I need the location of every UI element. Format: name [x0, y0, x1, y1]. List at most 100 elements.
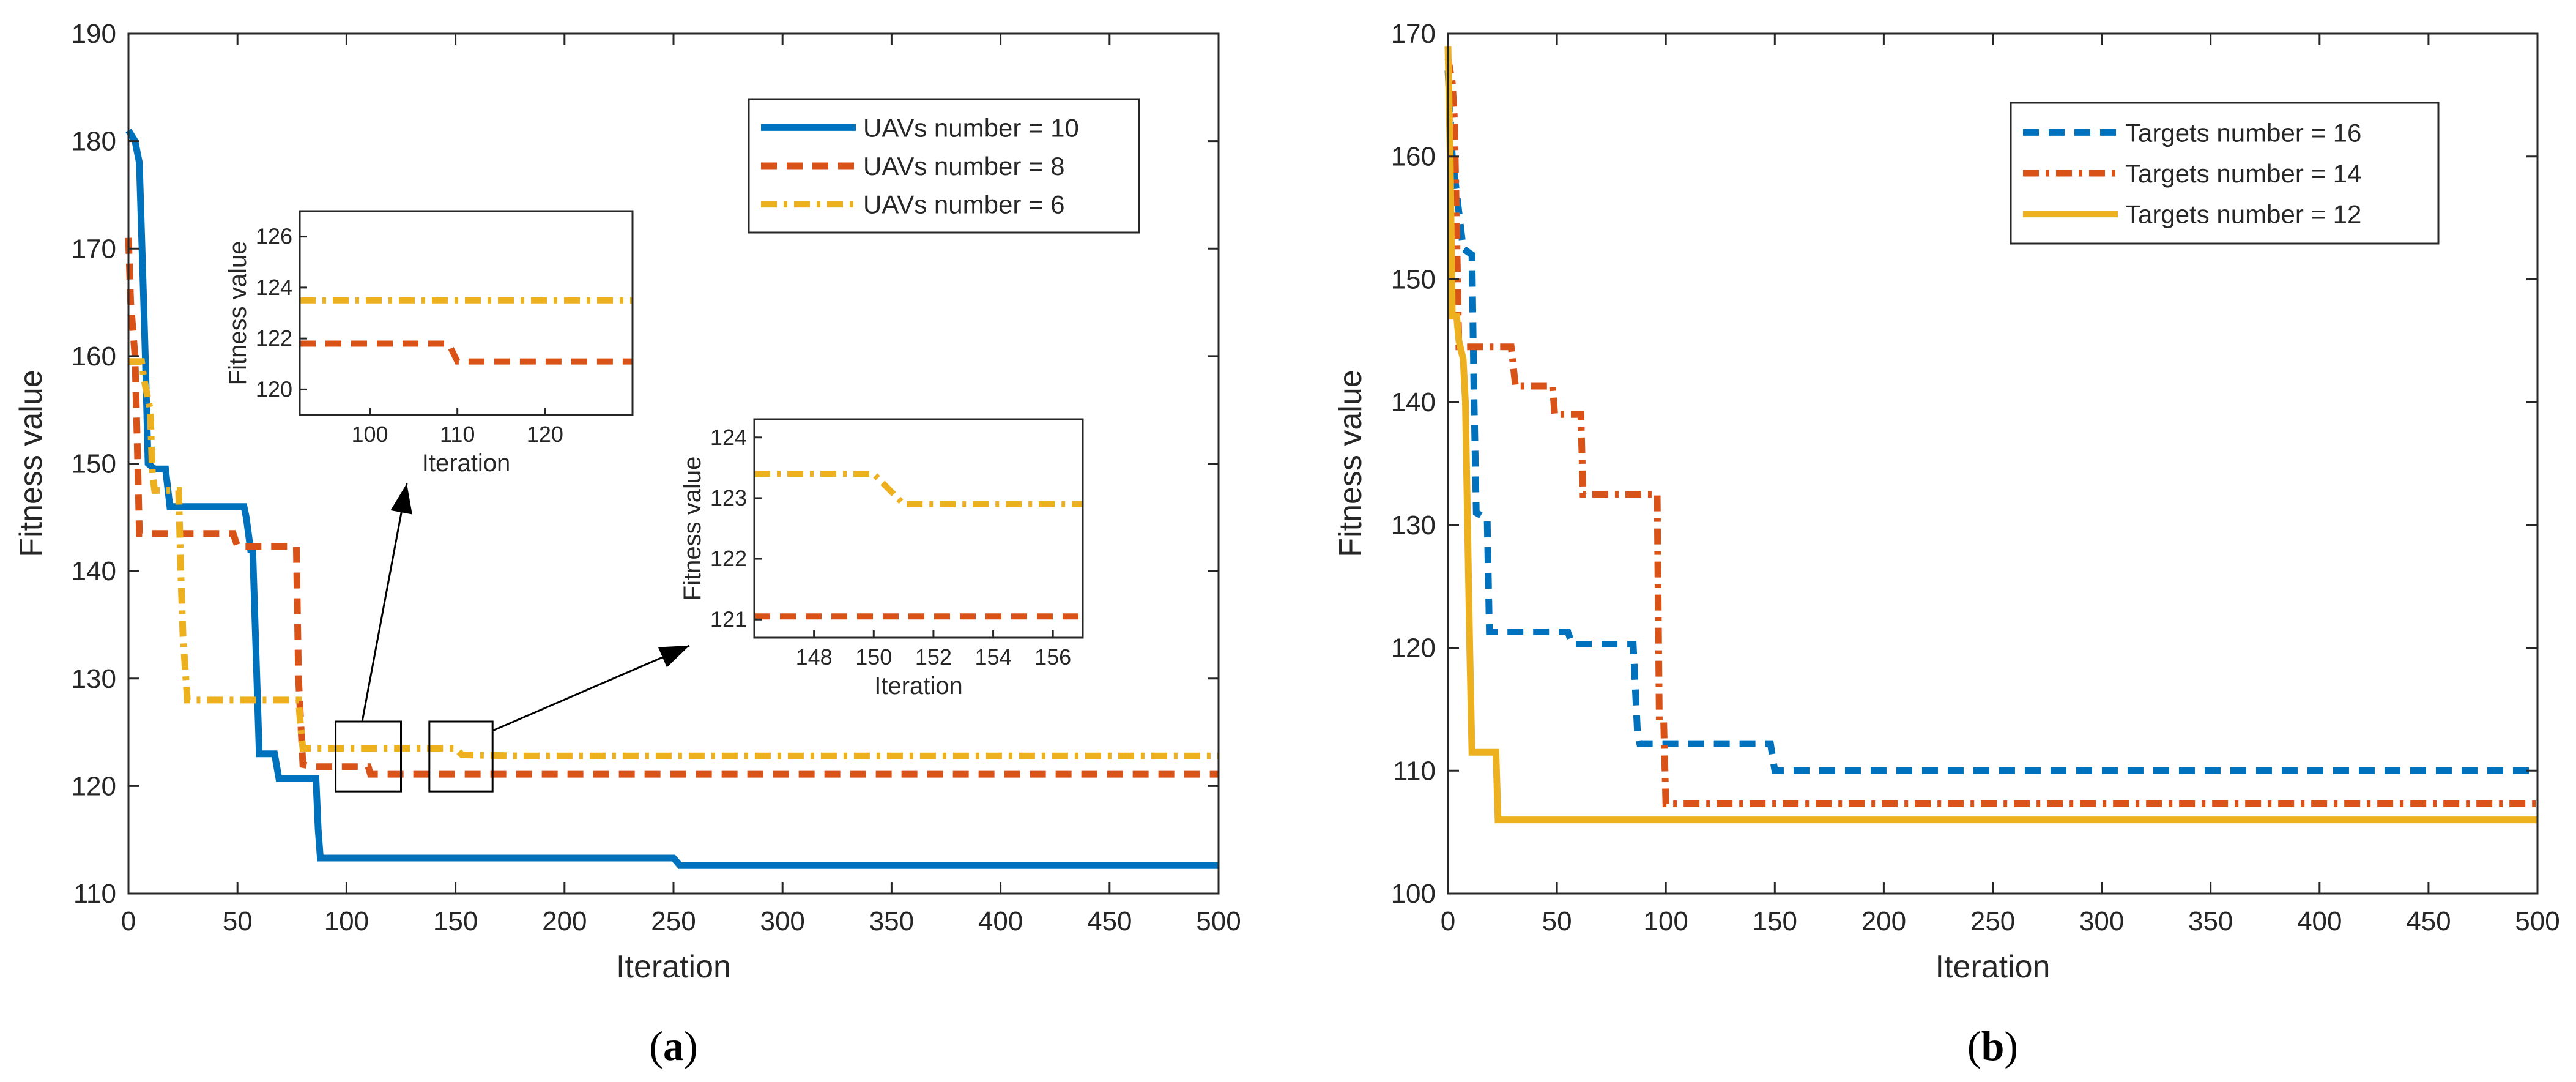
- legend-label-2: Targets number = 14: [2125, 159, 2361, 188]
- y-axis-label: Fitness value: [1333, 370, 1368, 557]
- inset-background: [300, 211, 633, 415]
- y-axis-label: Fitness value: [13, 370, 49, 557]
- y-tick-label: 120: [72, 771, 116, 801]
- inset-x-tick-label: 154: [975, 644, 1012, 670]
- y-tick-label: 120: [1391, 633, 1436, 663]
- inset-y-tick-label: 120: [256, 376, 292, 401]
- inset-2: 148 150 152 154 156 121 122 123 124 Iteration Fitn…: [679, 418, 1084, 700]
- x-tick-label: 100: [324, 906, 369, 936]
- y-tick-label: 150: [1391, 264, 1436, 294]
- y-tick-label: 140: [72, 556, 116, 586]
- x-tick-label: 450: [2406, 906, 2451, 936]
- series-line-2: [125, 237, 1219, 778]
- y-tick-label: 110: [73, 879, 116, 909]
- caption-open: (: [649, 1023, 663, 1069]
- inset-x-tick-label: 100: [351, 422, 388, 447]
- x-tick-label: 50: [1542, 906, 1572, 936]
- x-tick-label: 500: [2515, 906, 2559, 936]
- caption-close: ): [684, 1023, 698, 1069]
- caption-open: (: [1967, 1023, 1981, 1069]
- x-tick-label: 0: [1441, 906, 1455, 936]
- x-tick-label: 250: [651, 906, 696, 936]
- inset-series-line-1: [754, 471, 1083, 507]
- inset-axes-box: [299, 210, 634, 416]
- zoom-box-2: [428, 720, 494, 793]
- caption-letter: b: [1981, 1023, 2005, 1069]
- inset-series-line-2: [300, 340, 633, 365]
- inset-1: 100 110 120 120 122 124 126 Iteration Fitness va…: [225, 210, 634, 477]
- x-tick-label: 450: [1087, 906, 1132, 936]
- x-tick-label: 50: [223, 906, 253, 936]
- legend-label-2: UAVs number = 8: [863, 152, 1065, 181]
- legend-label-3: UAVs number = 6: [863, 190, 1065, 219]
- inset-axes-box: [753, 418, 1084, 639]
- inset-x-tick-label: 148: [796, 644, 833, 670]
- panel-caption: (a): [649, 1023, 697, 1069]
- inset-y-tick-label: 122: [710, 546, 747, 571]
- inset-x-tick-label: 152: [915, 644, 952, 670]
- zoom-arrow-1: [361, 483, 408, 722]
- series-line-1: [1444, 70, 2537, 774]
- x-tick-label: 350: [2188, 906, 2233, 936]
- caption-letter: a: [663, 1023, 684, 1069]
- caption-close: ): [2004, 1023, 2018, 1069]
- x-tick-label: 300: [2079, 906, 2124, 936]
- y-tick-label: 170: [1391, 19, 1436, 49]
- y-tick-label: 160: [72, 341, 116, 371]
- x-tick-label: 250: [1970, 906, 2015, 936]
- inset-x-axis-label: Iteration: [422, 450, 511, 477]
- x-tick-label: 100: [1643, 906, 1688, 936]
- y-tick-label: 160: [1391, 142, 1436, 172]
- x-tick-label: 200: [542, 906, 587, 936]
- y-tick-label: 150: [72, 449, 116, 479]
- y-tick-label: 130: [72, 664, 116, 694]
- chart-panel-b: 0 50 100 150 200 250 300 350 400 450 500 100 110 120 1…: [1333, 19, 2560, 1069]
- x-tick-label: 400: [978, 906, 1023, 936]
- x-tick-label: 150: [1753, 906, 1797, 936]
- legend: UAVs number = 10 UAVs number = 8 UAVs numb…: [748, 98, 1140, 234]
- zoom-arrowhead-2: [658, 646, 689, 668]
- y-tick-label: 170: [72, 234, 116, 264]
- inset-y-tick-label: 121: [710, 606, 747, 632]
- inset-x-tick-label: 110: [440, 422, 475, 447]
- zoom-box-1: [335, 720, 403, 793]
- x-tick-label: 0: [121, 906, 136, 936]
- x-axis-label: Iteration: [1936, 949, 2051, 985]
- inset-y-tick-label: 123: [710, 485, 747, 510]
- inset-x-tick-label: 156: [1034, 644, 1071, 670]
- inset-y-axis-label: Fitness value: [225, 241, 251, 386]
- y-tick-label: 180: [72, 127, 116, 157]
- legend-label-3: Targets number = 12: [2125, 200, 2361, 229]
- x-tick-label: 150: [433, 906, 478, 936]
- legend-label-1: UAVs number = 10: [863, 113, 1079, 142]
- inset-x-tick-label: 120: [527, 422, 563, 447]
- legend: Targets number = 16 Targets number = 14 Ta…: [2010, 102, 2440, 245]
- inset-background: [754, 419, 1083, 638]
- inset-y-tick-label: 122: [256, 326, 292, 351]
- series-group: [125, 129, 1219, 869]
- y-tick-label: 130: [1391, 510, 1436, 540]
- x-tick-label: 200: [1861, 906, 1906, 936]
- legend-label-1: Targets number = 16: [2125, 118, 2361, 147]
- inset-y-tick-label: 124: [256, 275, 292, 300]
- chart-panel-a: 0 50 100 150 200 250 300 350 400 450 500 110 120 130 1…: [13, 19, 1241, 1069]
- inset-x-axis-label: Iteration: [874, 673, 963, 700]
- x-axis-label: Iteration: [616, 949, 731, 985]
- y-tick-label: 110: [1393, 756, 1436, 786]
- series-line-2: [1444, 58, 2537, 807]
- panel-caption: (b): [1967, 1023, 2018, 1069]
- inset-y-tick-label: 124: [710, 425, 747, 450]
- zoom-arrowhead-1: [390, 483, 412, 515]
- y-tick-label: 140: [1391, 387, 1436, 417]
- x-tick-label: 300: [760, 906, 804, 936]
- zoom-arrow-2: [492, 644, 690, 732]
- series-line-3: [1444, 45, 2537, 824]
- x-tick-label: 500: [1196, 906, 1241, 936]
- x-tick-label: 350: [869, 906, 914, 936]
- y-tick-label: 100: [1391, 879, 1436, 909]
- series-group: [1444, 45, 2537, 824]
- inset-x-tick-label: 150: [855, 644, 892, 670]
- y-tick-label: 190: [72, 19, 116, 49]
- series-line-3: [128, 358, 1219, 759]
